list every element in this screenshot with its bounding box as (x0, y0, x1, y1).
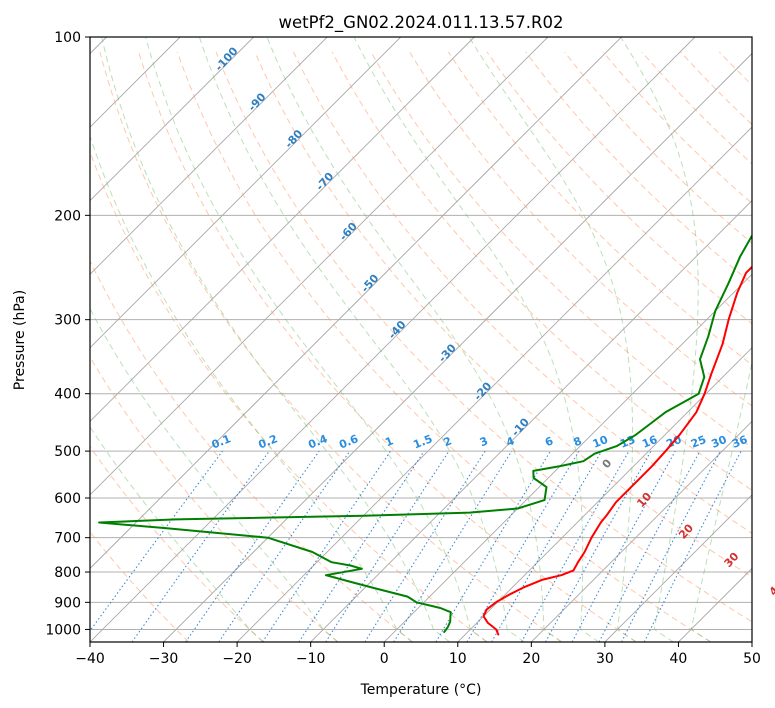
moist-adiabat-line (690, 360, 752, 642)
isotherm-line (90, 37, 622, 570)
moist-adiabat-line (620, 37, 699, 642)
mixing-ratio-line (262, 450, 391, 642)
isotherm-line (163, 52, 752, 642)
y-tick-label: 200 (54, 208, 81, 224)
y-tick-label: 500 (54, 444, 81, 460)
x-tick-label: 30 (596, 651, 614, 667)
isotherm-line (531, 420, 752, 642)
dry-adiabat-line (215, 51, 752, 623)
y-tick-label: 1000 (45, 622, 81, 638)
moist-adiabat-line (198, 37, 525, 642)
isotherm-line (90, 37, 328, 275)
mixing-ratio-line (298, 450, 425, 642)
moist-adiabat-line (145, 37, 488, 642)
isotherm-line (383, 273, 752, 642)
dry-adiabat-line (409, 51, 752, 407)
dry-adiabat-line (90, 356, 339, 642)
y-axis-label: Pressure (hPa) (12, 290, 28, 390)
moist-adiabat-line (101, 37, 450, 642)
x-tick-label: 10 (449, 651, 467, 667)
dry-adiabat-line (486, 51, 752, 325)
background-lines (90, 37, 752, 642)
dewpoint-line (98, 233, 752, 633)
chart-title: wetPf2_GN02.2024.011.13.57.R02 (279, 13, 564, 33)
moist-adiabat-line (90, 134, 413, 642)
y-axis: 1000 900 800 700 600 500 400 300 200 100 (45, 30, 90, 638)
mixing-ratio-label: 36 (730, 433, 749, 451)
isotherm-line (236, 126, 752, 642)
isotherm-line (90, 37, 402, 349)
moist-adiabat-line (90, 307, 339, 642)
dry-adiabat-line (138, 51, 637, 642)
x-tick-label: −10 (296, 651, 326, 667)
isotherm-line (90, 37, 696, 642)
x-tick-label: 40 (670, 651, 688, 667)
temperature-line (482, 265, 752, 636)
isotherm-line (90, 37, 254, 202)
y-tick-label: 600 (54, 491, 81, 507)
mixing-ratio-label: 3 (478, 434, 490, 449)
dry-adiabat-line (99, 51, 562, 642)
y-tick-label: 400 (54, 387, 81, 403)
profile-series (98, 233, 752, 636)
dry-adiabat-line (90, 259, 413, 642)
dry-adiabat-line (90, 150, 488, 642)
dry-adiabat-line (176, 51, 712, 642)
x-tick-label: 0 (380, 651, 389, 667)
dry-adiabat-line (447, 51, 752, 366)
x-tick-label: −40 (75, 651, 105, 667)
mixing-ratio-line (521, 450, 630, 642)
x-tick-label: 20 (522, 651, 540, 667)
x-tick-label: 50 (743, 651, 761, 667)
moist-adiabat-line (90, 426, 264, 642)
moist-adiabat-line (266, 37, 562, 642)
dry-adiabat-line (90, 445, 264, 642)
isotherm-line (90, 37, 549, 496)
mixing-ratio-label: 16 (640, 433, 659, 451)
x-tick-label: −30 (149, 651, 179, 667)
isotherm-line (604, 494, 752, 642)
dry-adiabat-line (254, 51, 752, 578)
y-tick-label: 800 (54, 565, 81, 581)
mixing-ratio-line (218, 450, 351, 642)
x-axis: −40 −30 −20 −10 0 10 20 30 40 50 (75, 642, 761, 667)
dry-adiabat-line (331, 51, 752, 491)
dry-adiabat-line (293, 51, 752, 534)
y-tick-label: 900 (54, 595, 81, 611)
plot-background (90, 37, 752, 642)
mixing-ratio-line (545, 450, 652, 642)
x-axis-label: Temperature (°C) (360, 682, 482, 698)
moist-adiabat-label: 40 (767, 578, 775, 598)
mixing-ratio-line (571, 450, 676, 642)
isotherm-line (457, 347, 752, 642)
y-tick-label: 100 (54, 30, 81, 46)
isotherm-line (90, 37, 475, 422)
moist-adiabat-line (353, 37, 600, 642)
mixing-ratio-label: 1 (383, 434, 395, 449)
mixing-ratio-label: 25 (689, 433, 708, 451)
plot-frame (89, 36, 753, 643)
mixing-ratio-line (643, 450, 742, 642)
mixing-ratio-line (185, 450, 320, 642)
dry-adiabat-line (370, 51, 752, 449)
mixing-ratio-label: 10 (591, 433, 610, 451)
y-tick-label: 300 (54, 313, 81, 329)
mixing-ratio-line (325, 450, 450, 642)
mixing-ratio-label: 2 (442, 434, 454, 449)
mixing-ratio-line (131, 450, 270, 642)
mixing-ratio-line (90, 450, 223, 632)
x-tick-label: −20 (222, 651, 252, 667)
mixing-ratio-line (393, 450, 513, 642)
mixing-ratio-label: 8 (572, 434, 584, 449)
mixing-ratio-label: 30 (710, 433, 729, 451)
y-tick-label: 700 (54, 531, 81, 547)
